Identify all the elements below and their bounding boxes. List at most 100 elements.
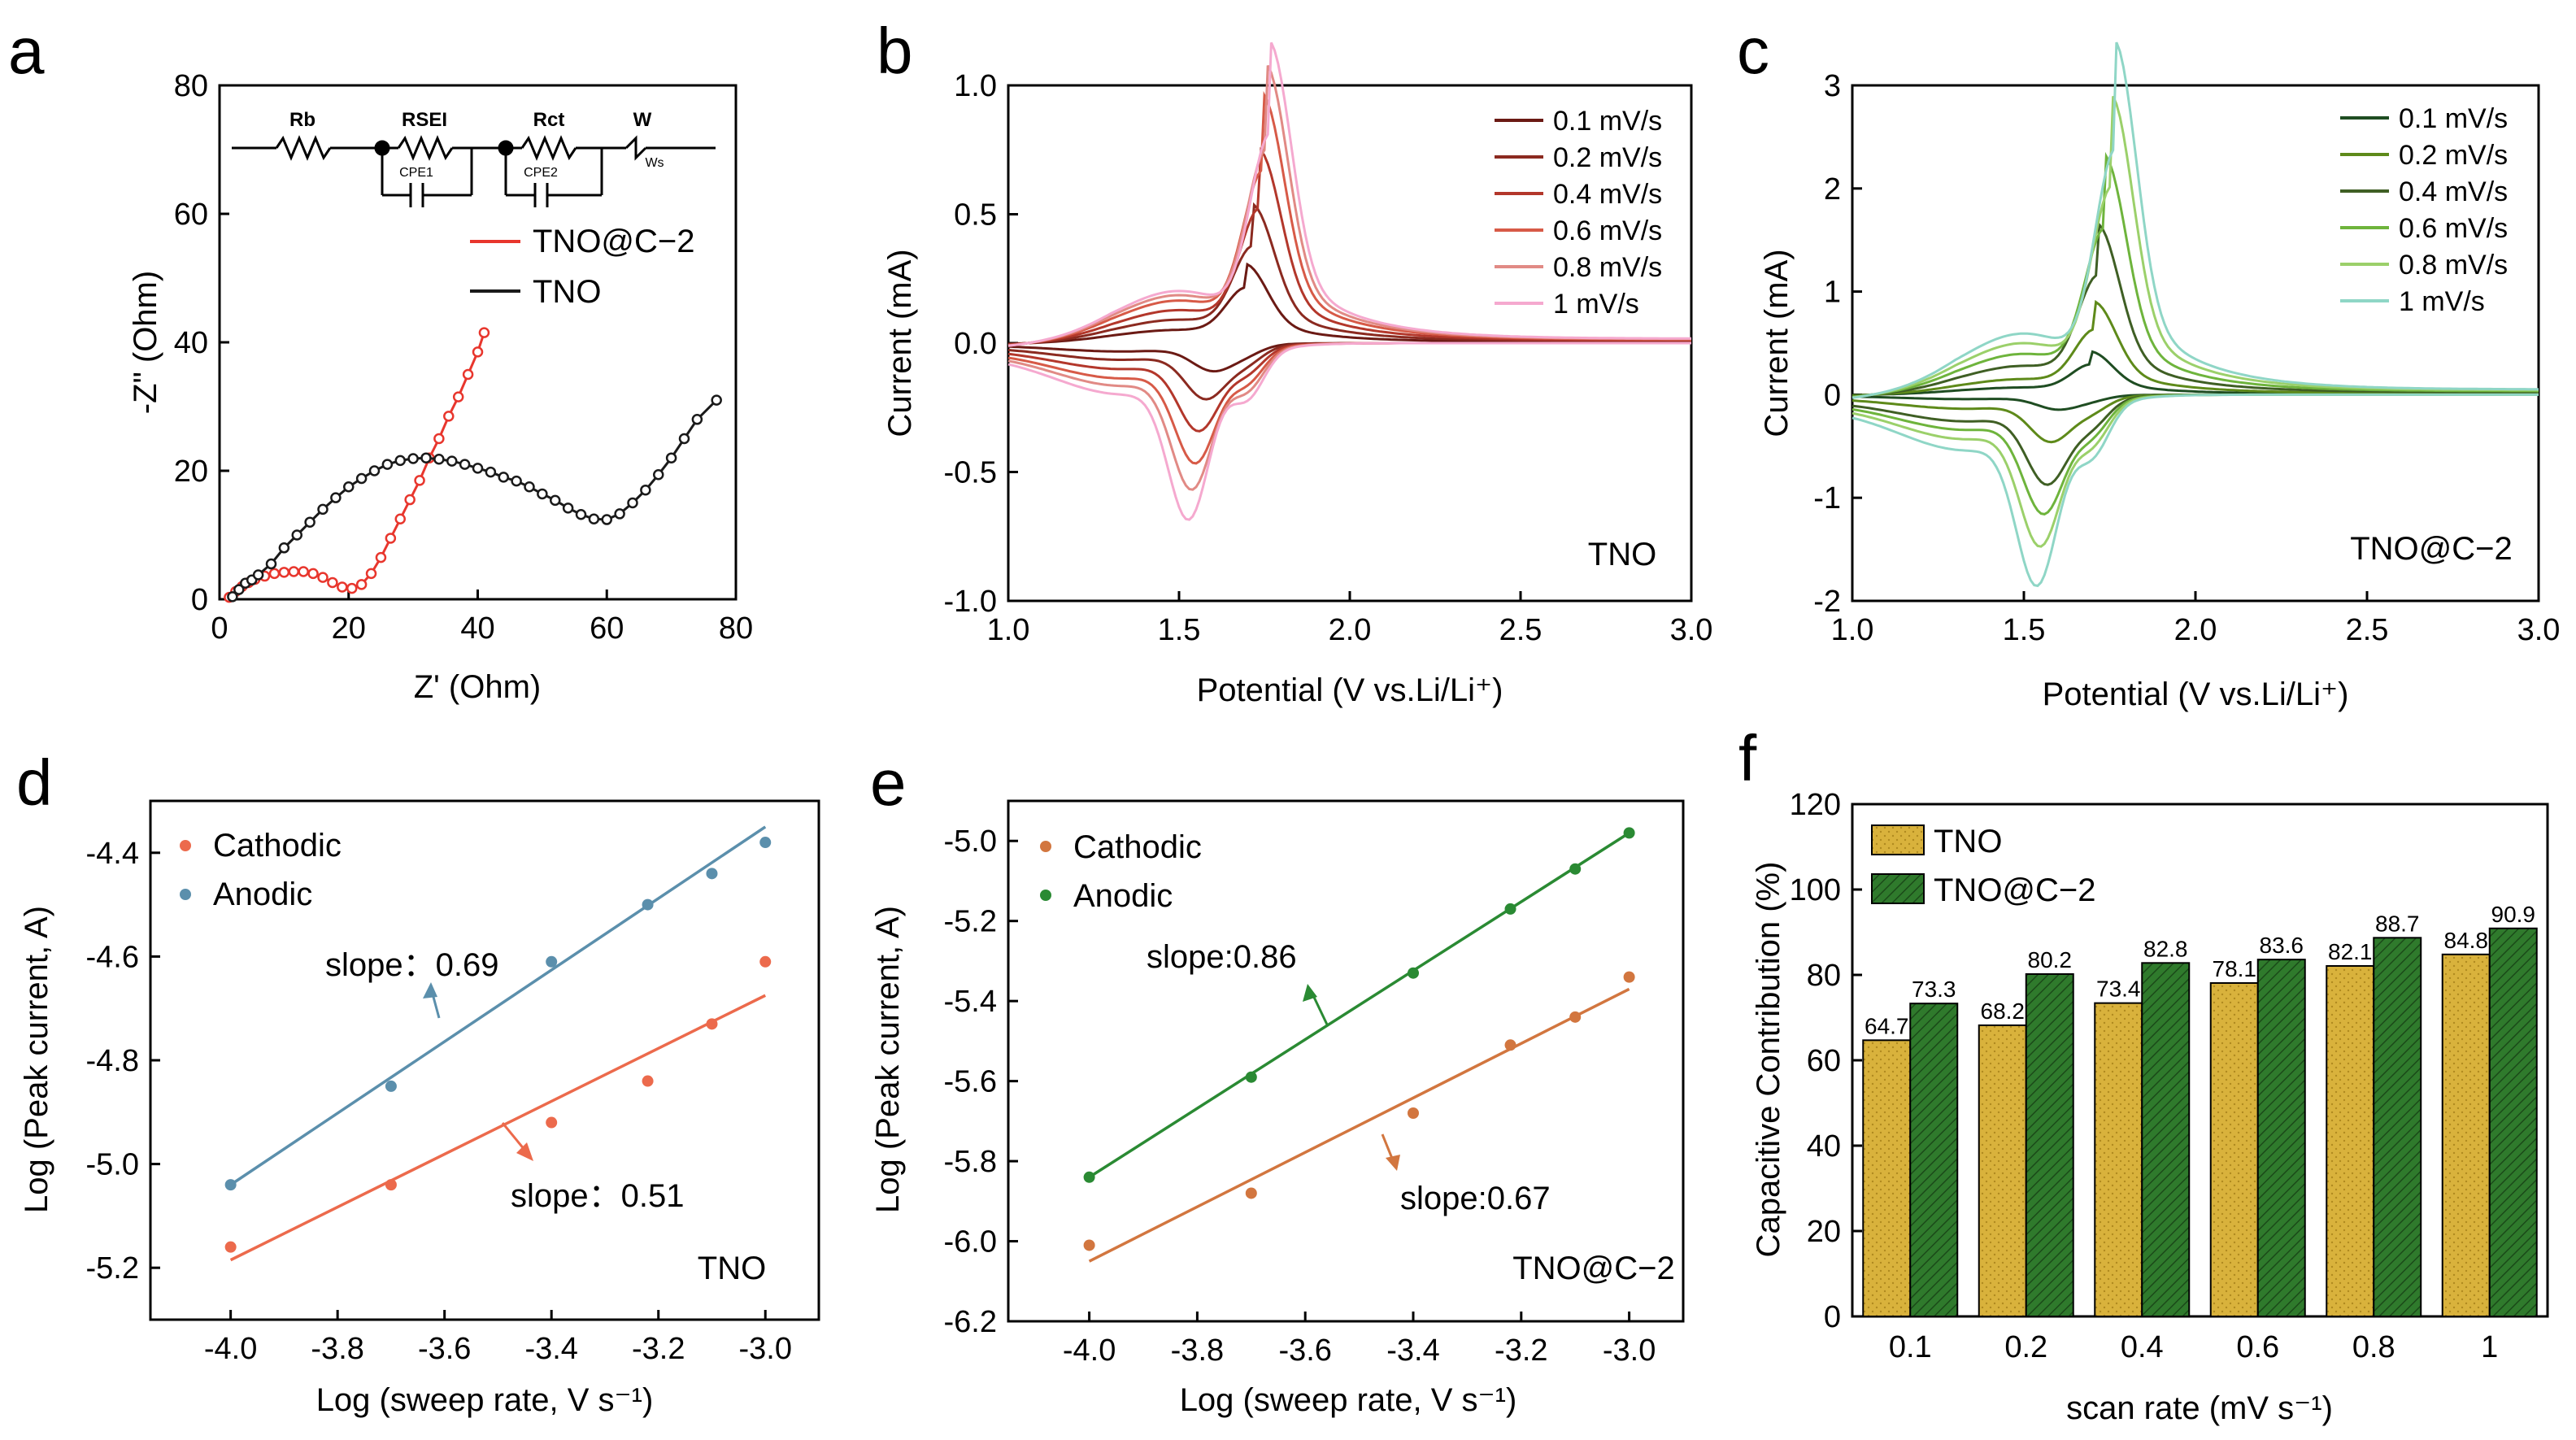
bar-value-label: 73.3 — [1912, 977, 1956, 1002]
legend-label: 0.1 mV/s — [1553, 106, 1662, 137]
data-point — [653, 468, 664, 481]
circuit-label-cpe2: CPE2 — [524, 166, 558, 180]
circuit-label-cpe1: CPE1 — [399, 166, 433, 180]
panel-letter: b — [877, 15, 913, 87]
bar-tno-c2 — [1909, 1003, 1959, 1318]
bar-value-label: 68.2 — [1981, 998, 2026, 1024]
legend-label-anodic: Anodic — [1073, 878, 1173, 914]
legend-label: 0.6 mV/s — [2399, 213, 2508, 244]
bar-value-label: 90.9 — [2491, 902, 2536, 927]
legend-marker-cathodic — [180, 840, 191, 851]
data-point — [265, 558, 277, 570]
x-tick-label: 80 — [719, 611, 753, 646]
data-point-anodic — [759, 837, 772, 849]
data-point — [288, 566, 300, 577]
bar-tno-c2 — [2025, 972, 2074, 1317]
legend-label: 0.2 mV/s — [1553, 142, 1662, 173]
x-tick-label: 0.1 — [1889, 1330, 1932, 1364]
fit-line-tno-c2 — [228, 332, 485, 598]
y-tick-label: 2 — [1824, 172, 1841, 207]
x-tick-label: 0.6 — [2236, 1330, 2279, 1364]
data-point — [317, 503, 329, 516]
x-tick-label: 2.0 — [1329, 613, 1372, 647]
data-point-anodic — [642, 898, 654, 911]
cv-cathodic-branch — [1007, 342, 1691, 373]
y-tick-label: -5.6 — [944, 1065, 997, 1099]
x-tick-label: -3.6 — [1278, 1333, 1331, 1368]
bar-value-label: 83.6 — [2260, 933, 2304, 958]
y-tick-label: -5.2 — [944, 905, 997, 939]
data-point — [472, 346, 484, 358]
slope-arrowhead-anodic — [423, 982, 437, 998]
data-point — [711, 394, 722, 406]
y-tick-label: 100 — [1790, 873, 1841, 907]
y-tick-label: 40 — [174, 326, 208, 360]
data-point — [524, 481, 535, 493]
y-tick-label: -5.8 — [944, 1145, 997, 1179]
data-point — [462, 368, 474, 381]
data-point — [307, 568, 319, 580]
bar-value-label: 64.7 — [1865, 1013, 1909, 1038]
data-point — [268, 568, 281, 580]
y-tick-label: 20 — [1807, 1215, 1841, 1249]
bar-value-label: 78.1 — [2213, 956, 2257, 981]
data-point — [394, 455, 406, 467]
slope-arrowhead-cathodic — [1386, 1155, 1400, 1171]
data-point-cathodic — [224, 1241, 237, 1253]
data-point-anodic — [385, 1080, 397, 1092]
y-tick-label: 0.5 — [954, 198, 997, 233]
cv-cathodic-branch — [1007, 342, 1691, 465]
panel-d: d -4.0 -3.8 -3.6 -3.4 -3.2 -3.0 -5.2 -5.0 -4.8 -4… — [16, 746, 820, 1418]
data-point — [327, 576, 338, 589]
data-point — [498, 472, 509, 483]
data-point-anodic — [1083, 1171, 1095, 1183]
bar-value-label: 82.8 — [2143, 936, 2188, 961]
data-point — [337, 581, 348, 593]
y-axis-label: Current (mA) — [1759, 249, 1795, 437]
data-point-anodic — [706, 868, 718, 880]
legend-label: 0.4 mV/s — [1553, 179, 1662, 210]
slope-arrowhead-anodic — [1303, 984, 1317, 1002]
data-point — [343, 481, 355, 493]
data-point-cathodic — [546, 1116, 558, 1129]
data-point-cathodic — [706, 1018, 718, 1030]
panel-a: a 0 20 40 60 80 0 20 40 60 80 Z' (Ohm) -Z" (Ohm) — [8, 15, 753, 705]
data-point — [485, 466, 497, 478]
x-tick-label: -3.0 — [738, 1332, 791, 1366]
data-point-cathodic — [1245, 1187, 1257, 1199]
bar-tno-c2 — [2373, 937, 2422, 1317]
circuit-label-rsei: RSEI — [402, 109, 447, 131]
bar-value-label: 84.8 — [2444, 928, 2489, 953]
data-point — [278, 567, 290, 578]
x-tick-label: 2.5 — [1499, 613, 1543, 647]
data-point — [452, 391, 464, 402]
bar-value-label: 73.4 — [2096, 977, 2141, 1002]
legend-marker-cathodic — [1040, 841, 1051, 852]
y-axis-label: Capacitive Contribution (%) — [1751, 862, 1786, 1258]
cv-anodic-branch — [1852, 221, 2539, 398]
bar-value-label: 80.2 — [2028, 947, 2073, 972]
x-tick-label: -3.2 — [1495, 1333, 1547, 1368]
x-axis-label: Potential (V vs.Li/Li⁺) — [1197, 672, 1503, 708]
data-point-anodic — [1504, 903, 1516, 915]
y-tick-label: 20 — [174, 455, 208, 489]
legend-label: 0.8 mV/s — [1553, 252, 1662, 283]
circuit-label-rb: Rb — [289, 109, 315, 131]
x-axis-label: Log (sweep rate, V s⁻¹) — [1180, 1382, 1517, 1418]
y-tick-label: -5.4 — [944, 985, 997, 1019]
y-tick-label: -4.6 — [86, 940, 139, 974]
x-tick-label: 2.5 — [2346, 613, 2389, 647]
panel-letter: d — [16, 746, 53, 819]
data-point — [420, 452, 432, 463]
bar-tno — [2326, 964, 2375, 1317]
data-point — [640, 484, 651, 496]
equivalent-circuit-inset — [232, 135, 716, 207]
data-point — [414, 475, 425, 486]
data-point-anodic — [224, 1179, 237, 1191]
legend-label: 0.4 mV/s — [2399, 176, 2508, 207]
y-tick-label: 0 — [1824, 378, 1841, 412]
data-point — [537, 488, 548, 500]
y-tick-label: 80 — [174, 69, 208, 103]
